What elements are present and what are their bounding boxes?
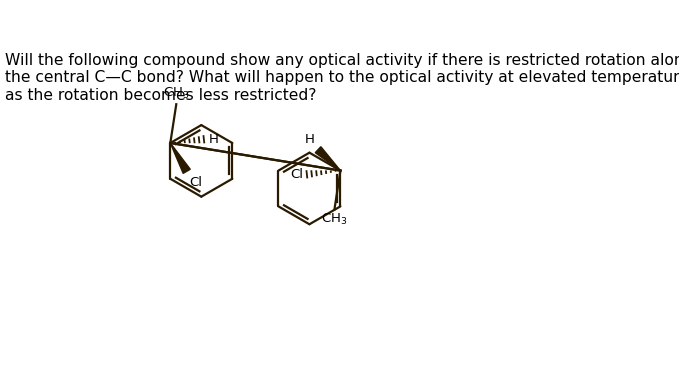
Polygon shape xyxy=(170,143,190,173)
Text: Cl: Cl xyxy=(189,176,203,189)
Polygon shape xyxy=(315,147,340,171)
Text: Will the following compound show any optical activity if there is restricted rot: Will the following compound show any opt… xyxy=(5,53,679,103)
Text: Cl: Cl xyxy=(290,168,303,181)
Text: H: H xyxy=(305,133,315,146)
Text: H: H xyxy=(208,133,218,146)
Text: CH$_3$: CH$_3$ xyxy=(321,212,348,227)
Text: CH$_3$: CH$_3$ xyxy=(163,86,189,101)
